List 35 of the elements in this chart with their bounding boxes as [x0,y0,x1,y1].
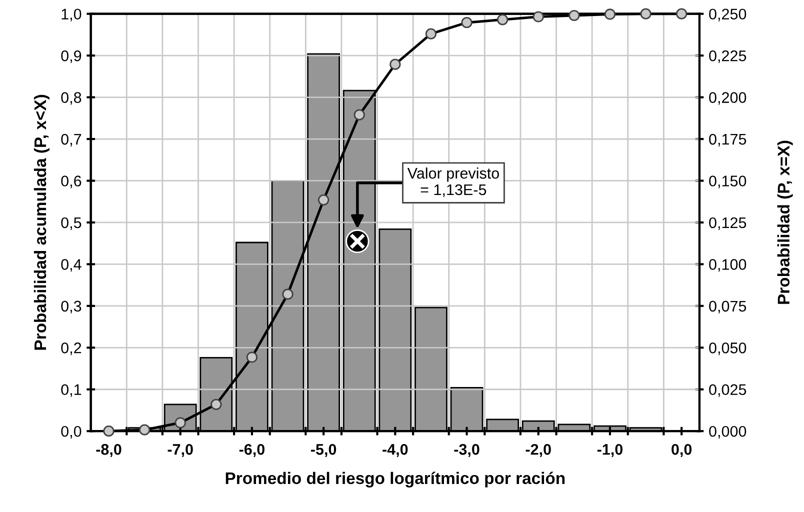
x-tick-label: -3,0 [454,444,480,458]
x-tick-label: -6,0 [239,444,264,458]
x-tick-label: -2,0 [526,444,551,458]
y2-tick-label: 0,025 [709,384,746,397]
x-tick-label: -8,0 [96,444,122,458]
y2-tick-label: 0,100 [709,259,746,272]
y-tick-label: 0,4 [61,259,82,272]
x-axis-title: Promedio del riesgo logarítmico por ración [226,472,565,488]
y-tick-label: 1,0 [62,8,82,22]
y2-tick-label: 0,050 [709,342,746,356]
y2-tick-label: 0,125 [709,217,746,230]
y2-tick-label: 0,175 [709,134,746,146]
y-tick-label: 0,2 [61,342,82,356]
y-axis-title: Probabilidad acumulada (P, x<X) [34,94,50,350]
x-tick-label: -4,0 [382,444,408,458]
y-tick-label: 0,0 [61,426,82,439]
annotation: Valor previsto = 1,13E-5 [407,167,499,197]
y2-tick-label: 0,000 [709,426,746,439]
y2-axis-title: Probabilidad (P, x=X) [777,140,793,304]
y-tick-label: 0,1 [61,384,82,397]
x-tick-label: -5,0 [311,444,336,458]
y-tick-label: 0,8 [61,92,82,105]
y-tick-label: 0,9 [61,50,82,64]
y2-tick-label: 0,225 [709,50,746,64]
y-tick-label: 0,7 [61,134,82,146]
y2-tick-label: 0,200 [709,92,746,105]
x-tick-label: 0,0 [672,444,692,458]
y2-tick-label: 0,150 [709,176,746,188]
y2-tick-label: 0,250 [709,8,746,22]
y-tick-label: 0,3 [61,300,82,314]
y2-tick-label: 0,075 [709,300,746,314]
y-tick-label: 0,6 [61,176,82,188]
x-tick-label: -1,0 [597,444,623,458]
y-tick-label: 0,5 [61,217,82,230]
x-tick-label: -7,0 [168,444,193,458]
